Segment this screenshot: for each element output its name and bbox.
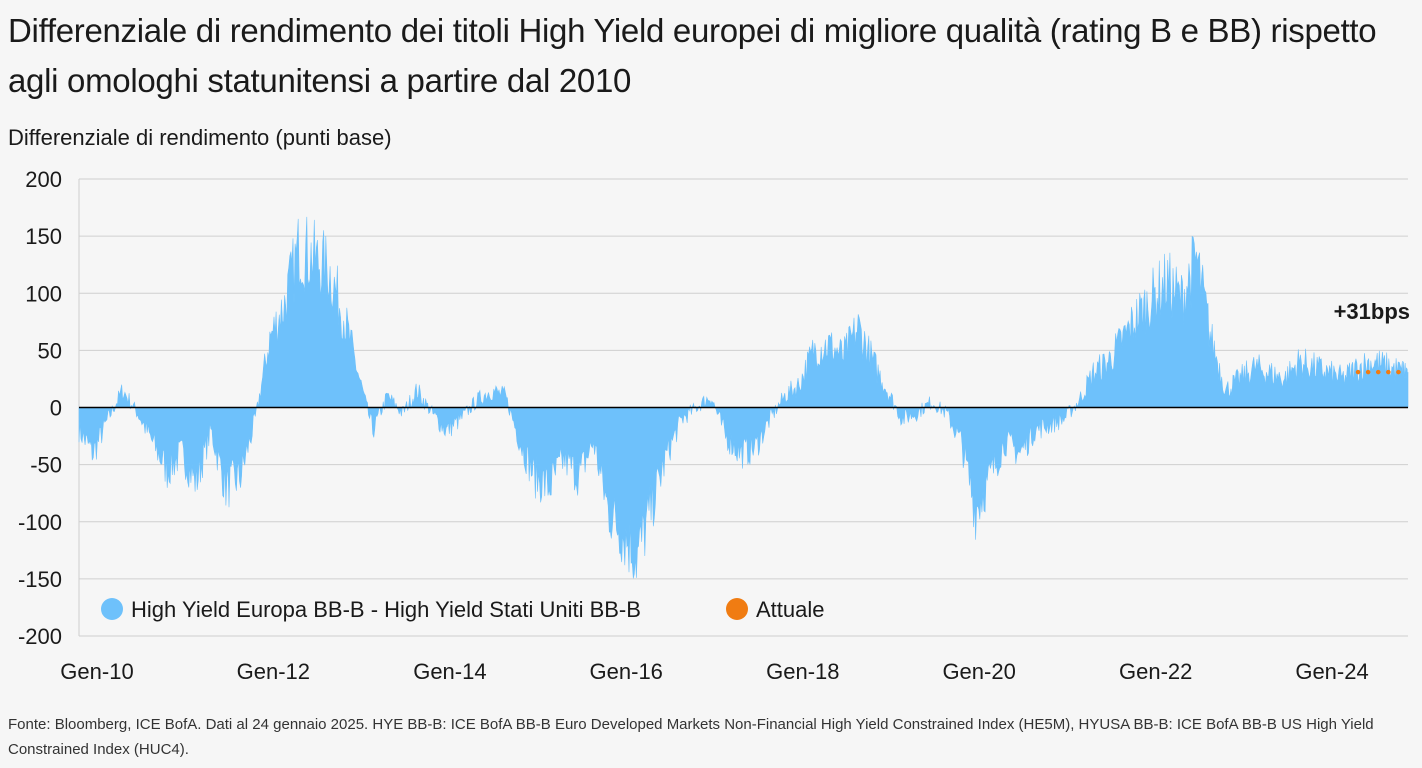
x-tick-labels: Gen-10 Gen-12 Gen-14 Gen-16 Gen-18 Gen-20 Gen-… bbox=[60, 659, 1368, 684]
x-tick-label: Gen-18 bbox=[766, 659, 839, 684]
legend-area-label: High Yield Europa BB-B - High Yield Stat… bbox=[131, 597, 641, 622]
legend: High Yield Europa BB-B - High Yield Stat… bbox=[101, 597, 825, 622]
y-axis-title: Differenziale di rendimento (punti base) bbox=[8, 125, 392, 150]
y-tick-label: -200 bbox=[18, 624, 62, 649]
x-tick-label: Gen-20 bbox=[942, 659, 1015, 684]
x-tick-label: Gen-14 bbox=[413, 659, 486, 684]
spread-area bbox=[78, 216, 1409, 579]
x-tick-label: Gen-24 bbox=[1295, 659, 1368, 684]
y-tick-label: 50 bbox=[38, 338, 62, 363]
y-tick-label: 200 bbox=[25, 167, 62, 192]
y-tick-label: -150 bbox=[18, 567, 62, 592]
x-tick-label: Gen-12 bbox=[237, 659, 310, 684]
legend-current-swatch bbox=[726, 598, 748, 620]
spread-area-layer bbox=[78, 216, 1409, 579]
x-tick-label: Gen-16 bbox=[590, 659, 663, 684]
legend-current-label: Attuale bbox=[756, 597, 825, 622]
y-tick-label: 100 bbox=[25, 281, 62, 306]
y-tick-label: 0 bbox=[50, 396, 62, 421]
y-tick-label: -100 bbox=[18, 510, 62, 535]
x-tick-label: Gen-10 bbox=[60, 659, 133, 684]
legend-area-swatch bbox=[101, 598, 123, 620]
chart-title: Differenziale di rendimento dei titoli H… bbox=[8, 12, 1377, 99]
spread-chart: +31bps 200 150 100 50 0 -50 -100 -150 -200 Gen-1… bbox=[18, 167, 1410, 684]
current-value-label: +31bps bbox=[1334, 299, 1410, 324]
current-marker-layer: +31bps bbox=[1334, 299, 1410, 375]
y-tick-labels: 200 150 100 50 0 -50 -100 -150 -200 bbox=[18, 167, 62, 649]
x-tick-label: Gen-22 bbox=[1119, 659, 1192, 684]
y-tick-label: -50 bbox=[30, 453, 62, 478]
y-tick-label: 150 bbox=[25, 224, 62, 249]
source-footnote: Fonte: Bloomberg, ICE BofA. Dati al 24 g… bbox=[8, 716, 1374, 758]
